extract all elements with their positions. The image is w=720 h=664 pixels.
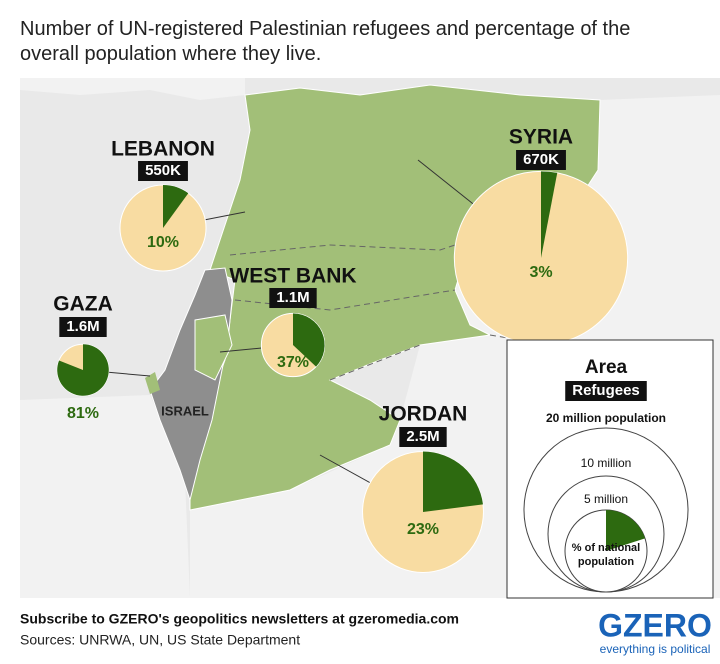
share-label: 37% <box>277 354 309 371</box>
pie-wedge <box>423 451 483 512</box>
region: GAZA 1.6M 81% <box>53 293 151 422</box>
region-name: WEST BANK <box>229 265 356 288</box>
land-egypt <box>20 395 190 598</box>
refugees-label: 2.5M <box>406 428 439 445</box>
share-label: 10% <box>147 234 179 251</box>
legend-note: % of national <box>572 542 640 554</box>
share-label: 23% <box>407 521 439 538</box>
region-name: LEBANON <box>111 138 215 161</box>
refugees-label: Refugees <box>572 382 640 399</box>
share-label: 81% <box>67 405 99 422</box>
land-north <box>20 78 245 100</box>
region: SYRIA 670K 3% <box>417 126 629 346</box>
pie-wedge <box>163 184 189 228</box>
israel-label: ISRAEL <box>161 403 209 418</box>
legend-size-label: 10 million <box>581 456 632 470</box>
legend-wedge <box>606 509 646 551</box>
west-bank-shape <box>194 314 233 381</box>
label-box <box>269 288 317 308</box>
region-name: JORDAN <box>379 403 468 426</box>
refugees-label: 1.1M <box>276 289 309 306</box>
pie-wedge <box>293 313 325 367</box>
borders <box>229 239 521 381</box>
legend-title: Area <box>585 357 628 378</box>
label-box <box>138 161 188 181</box>
legend-note: population <box>578 556 634 568</box>
legend-size-label: 5 million <box>584 492 628 506</box>
logo: GZERO <box>598 607 712 643</box>
refugees-label: 1.6M <box>66 318 99 335</box>
pie-wedge <box>57 344 109 396</box>
region-name: GAZA <box>53 293 113 316</box>
region-name: SYRIA <box>509 126 573 149</box>
region: JORDAN 2.5M 23% <box>319 403 484 573</box>
label-box <box>516 150 566 170</box>
pie-wedge <box>541 171 558 258</box>
legend-size-label: 20 million population <box>546 411 666 425</box>
label-box <box>59 317 107 337</box>
title: Number of UN-registered Palestinian refu… <box>20 18 630 65</box>
label-box <box>399 427 447 447</box>
sources: Sources: UNRWA, UN, US State Department <box>20 632 300 648</box>
share-label: 3% <box>529 264 552 281</box>
legend: Area Refugees 20 million population 10 mill… <box>523 357 689 593</box>
subscribe: Subscribe to GZERO's geopolitics newslet… <box>20 611 459 627</box>
refugees-label: 670K <box>523 151 559 168</box>
refugees-label: 550K <box>145 162 181 179</box>
gaza-shape <box>145 372 160 394</box>
tagline: everything is political <box>600 642 711 656</box>
label-box <box>565 381 647 401</box>
